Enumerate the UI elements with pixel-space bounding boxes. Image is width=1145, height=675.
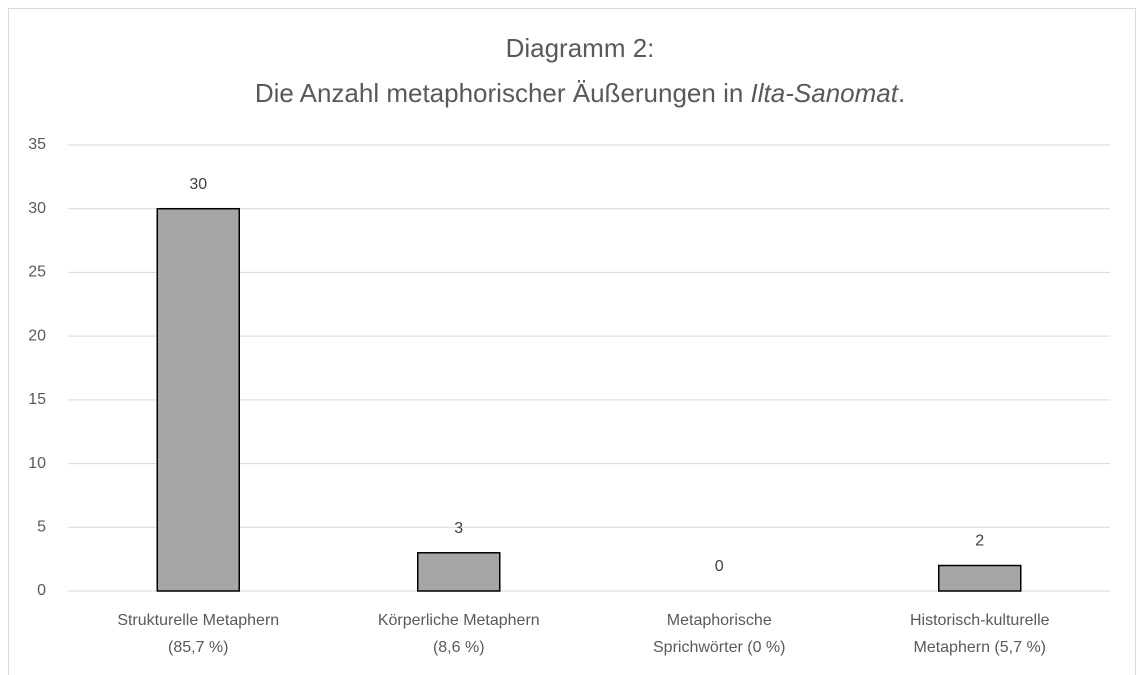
y-tick-label: 5 <box>37 519 46 536</box>
y-tick-label: 20 <box>28 327 46 344</box>
x-tick-label: Metaphorische <box>667 612 772 629</box>
value-label: 2 <box>975 533 984 550</box>
chart-title: Die Anzahl metaphorischer Äußerungen in … <box>255 78 905 108</box>
x-tick-label: Sprichwörter (0 %) <box>653 639 785 656</box>
y-tick-label: 0 <box>37 582 46 599</box>
x-tick-label: Historisch-kulturelle <box>910 612 1050 629</box>
bar <box>938 564 1022 592</box>
x-tick-label: Körperliche Metaphern <box>378 612 540 629</box>
y-tick-label: 10 <box>28 455 46 472</box>
x-tick-label: (85,7 %) <box>168 639 228 656</box>
x-tick-label: Metaphern (5,7 %) <box>913 639 1046 656</box>
x-tick-label: Strukturelle Metaphern <box>117 612 279 629</box>
x-tick-label: (8,6 %) <box>433 639 485 656</box>
bar <box>156 207 240 592</box>
y-tick-label: 15 <box>28 391 46 408</box>
title-part: . <box>898 78 905 108</box>
y-tick-label: 25 <box>28 264 46 281</box>
value-label: 30 <box>189 176 207 193</box>
y-tick-label: 30 <box>28 200 46 217</box>
value-label: 0 <box>715 558 724 575</box>
chart-title: Diagramm 2: <box>506 33 655 63</box>
title-part: Die Anzahl metaphorischer Äußerungen in <box>255 78 751 108</box>
bar <box>417 552 501 592</box>
value-label: 3 <box>454 520 463 537</box>
title-part: Ilta-Sanomat <box>751 78 900 108</box>
y-tick-label: 35 <box>28 136 46 153</box>
